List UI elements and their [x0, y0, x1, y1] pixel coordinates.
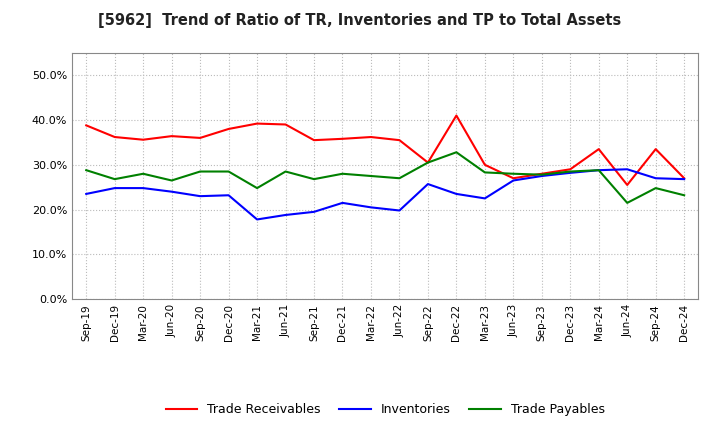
Inventories — [82, 191, 91, 197]
Inventories — [196, 194, 204, 199]
Inventories — [423, 181, 432, 187]
Trade Receivables — [652, 147, 660, 152]
Inventories — [225, 193, 233, 198]
Trade Receivables — [537, 171, 546, 176]
Trade Payables — [139, 171, 148, 176]
Trade Receivables — [595, 147, 603, 152]
Trade Payables — [366, 173, 375, 179]
Trade Payables — [623, 200, 631, 205]
Line: Trade Payables: Trade Payables — [86, 152, 684, 203]
Trade Payables — [680, 193, 688, 198]
Trade Receivables — [225, 126, 233, 132]
Line: Inventories: Inventories — [86, 169, 684, 220]
Inventories — [509, 178, 518, 183]
Trade Receivables — [82, 123, 91, 128]
Inventories — [395, 208, 404, 213]
Inventories — [338, 200, 347, 205]
Trade Receivables — [509, 176, 518, 181]
Trade Receivables — [310, 138, 318, 143]
Inventories — [623, 167, 631, 172]
Trade Payables — [595, 168, 603, 173]
Trade Receivables — [480, 162, 489, 168]
Trade Receivables — [282, 122, 290, 127]
Trade Receivables — [139, 137, 148, 143]
Trade Payables — [452, 150, 461, 155]
Trade Payables — [509, 171, 518, 176]
Inventories — [282, 213, 290, 218]
Inventories — [566, 170, 575, 176]
Trade Receivables — [196, 135, 204, 140]
Trade Payables — [196, 169, 204, 174]
Trade Payables — [566, 169, 575, 174]
Trade Payables — [110, 176, 119, 182]
Inventories — [452, 191, 461, 197]
Inventories — [110, 185, 119, 191]
Trade Payables — [253, 185, 261, 191]
Trade Payables — [652, 185, 660, 191]
Trade Payables — [167, 178, 176, 183]
Trade Payables — [82, 168, 91, 173]
Trade Receivables — [338, 136, 347, 141]
Legend: Trade Receivables, Inventories, Trade Payables: Trade Receivables, Inventories, Trade Pa… — [161, 398, 610, 421]
Inventories — [595, 168, 603, 173]
Inventories — [139, 185, 148, 191]
Text: [5962]  Trend of Ratio of TR, Inventories and TP to Total Assets: [5962] Trend of Ratio of TR, Inventories… — [99, 13, 621, 28]
Trade Receivables — [167, 133, 176, 139]
Trade Payables — [225, 169, 233, 174]
Trade Receivables — [452, 113, 461, 118]
Trade Receivables — [366, 134, 375, 139]
Inventories — [480, 196, 489, 201]
Trade Payables — [480, 170, 489, 175]
Trade Receivables — [110, 134, 119, 139]
Inventories — [652, 176, 660, 181]
Inventories — [253, 217, 261, 222]
Trade Receivables — [423, 160, 432, 165]
Trade Payables — [423, 160, 432, 165]
Inventories — [366, 205, 375, 210]
Inventories — [537, 173, 546, 179]
Trade Payables — [282, 169, 290, 174]
Trade Payables — [338, 171, 347, 176]
Trade Payables — [310, 176, 318, 182]
Inventories — [167, 189, 176, 194]
Trade Payables — [537, 172, 546, 177]
Trade Receivables — [253, 121, 261, 126]
Inventories — [310, 209, 318, 214]
Trade Payables — [395, 176, 404, 181]
Line: Trade Receivables: Trade Receivables — [86, 116, 684, 185]
Inventories — [680, 176, 688, 182]
Trade Receivables — [680, 176, 688, 181]
Trade Receivables — [395, 138, 404, 143]
Trade Receivables — [566, 167, 575, 172]
Trade Receivables — [623, 182, 631, 187]
